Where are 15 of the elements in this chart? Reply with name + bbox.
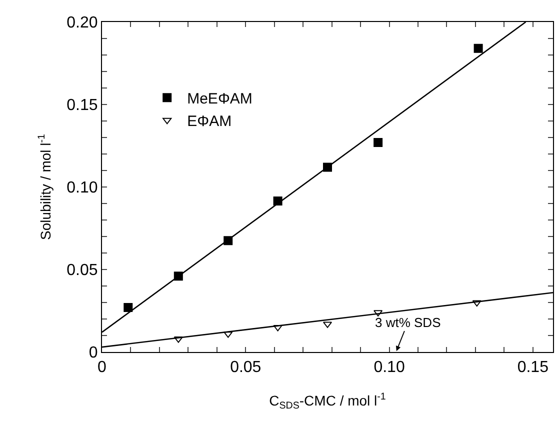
x-tick-label: 0.10 — [374, 359, 405, 376]
x-axis-title: C$_{SDS}$-CMC / mol l$^{-1}$ — [269, 392, 386, 412]
x-tick-label: 0.05 — [230, 359, 262, 376]
y-tick-label: 0.15 — [66, 97, 98, 114]
point — [374, 138, 383, 147]
legend-label: EΦAM — [187, 113, 232, 130]
y-tick-label: 0.20 — [66, 14, 98, 32]
y-tick-label: 0.05 — [66, 262, 98, 280]
x-tick-label: 0.15 — [517, 359, 549, 376]
y-tick-label: 0 — [88, 344, 98, 362]
y-tick-label: 0.10 — [66, 180, 98, 197]
point — [124, 302, 133, 312]
annotation: 3 wt% SDS — [375, 315, 442, 330]
point — [474, 44, 483, 53]
legend-label: MeEΦAM — [187, 90, 252, 108]
